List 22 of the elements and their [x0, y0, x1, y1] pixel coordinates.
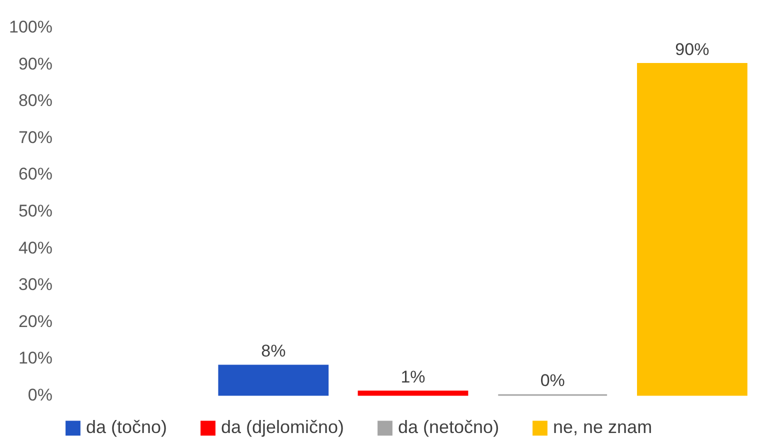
y-tick-label: 40% [18, 238, 52, 258]
bar [218, 364, 329, 396]
legend-label: da (točno) [86, 417, 168, 438]
text: 8% [261, 342, 286, 361]
legend-label: da (netočno) [398, 417, 500, 438]
y-tick-label: 20% [18, 312, 52, 331]
text: 0% [540, 371, 565, 390]
y-tick-label: 30% [18, 275, 52, 294]
text: 1% [400, 367, 426, 386]
y-tick-label: 60% [18, 164, 52, 184]
y-tick-label: 50% [18, 202, 52, 220]
text: 90% [675, 40, 710, 59]
legend-label: ne, ne znam [553, 417, 652, 438]
y-tick-label: 70% [18, 128, 52, 147]
y-tick-label: 100% [9, 18, 52, 36]
y-tick-label: 90% [18, 54, 52, 74]
y-tick-label: 80% [18, 91, 52, 110]
y-tick-label: 10% [18, 348, 52, 368]
legend-label: da (djelomično) [221, 417, 344, 438]
bar [637, 63, 748, 396]
y-tick-label: 0% [28, 386, 52, 404]
bar [358, 390, 468, 396]
